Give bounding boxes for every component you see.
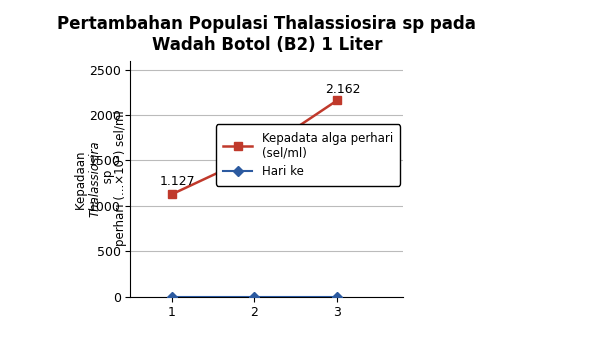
Kepadata alga perhari
(sel/ml) <box>251 154 258 158</box>
Legend: Kepadata alga perhari
(sel/ml), Hari ke: Kepadata alga perhari (sel/ml), Hari ke <box>216 124 400 186</box>
Hari ke <box>251 295 258 299</box>
Line: Kepadata alga perhari
(sel/ml): Kepadata alga perhari (sel/ml) <box>168 96 342 198</box>
Text: perhari (...×10³) sel/ml: perhari (...×10³) sel/ml <box>114 111 127 246</box>
Text: 1.127: 1.127 <box>160 175 195 188</box>
Hari ke <box>168 295 176 299</box>
Title: Pertambahan Populasi Thalassiosira sp pada
Wadah Botol (B2) 1 Liter: Pertambahan Populasi Thalassiosira sp pa… <box>58 15 476 54</box>
Hari ke <box>333 295 340 299</box>
Line: Hari ke: Hari ke <box>168 293 340 300</box>
Kepadata alga perhari
(sel/ml) <box>168 192 176 196</box>
Kepadata alga perhari
(sel/ml) <box>333 98 340 102</box>
Text: 2.162: 2.162 <box>325 83 360 96</box>
Text: Thalassiosira: Thalassiosira <box>88 140 101 217</box>
Text: Kepadaan: Kepadaan <box>75 148 88 210</box>
Text: 1.553: 1.553 <box>242 139 278 151</box>
Text: sp: sp <box>102 170 115 187</box>
